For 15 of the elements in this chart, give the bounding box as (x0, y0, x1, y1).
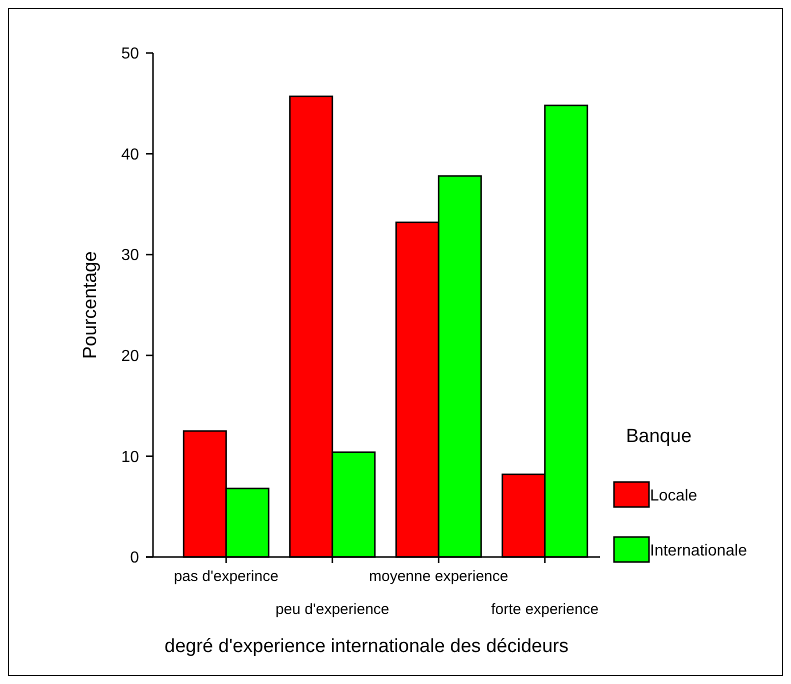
legend-title: Banque (626, 426, 692, 447)
legend-label: Locale (650, 488, 698, 505)
y-axis-title: Pourcentage (80, 251, 101, 359)
y-tick-label: 40 (121, 146, 140, 164)
y-tick-label: 50 (121, 46, 140, 63)
y-tick-label: 10 (121, 448, 140, 466)
x-tick-label: moyenne experience (368, 568, 508, 585)
x-tick-label: forte experience (491, 601, 599, 618)
legend-label: Internationale (650, 542, 748, 560)
y-tick-label: 0 (130, 550, 140, 567)
x-tick-label: peu d'experience (275, 601, 390, 618)
x-tick-label: pas d'experince (174, 568, 278, 585)
y-tick-label: 20 (121, 348, 140, 365)
x-axis-title: degré d'experience internationale des décideurs (164, 636, 568, 657)
y-tick-label: 30 (121, 247, 140, 264)
